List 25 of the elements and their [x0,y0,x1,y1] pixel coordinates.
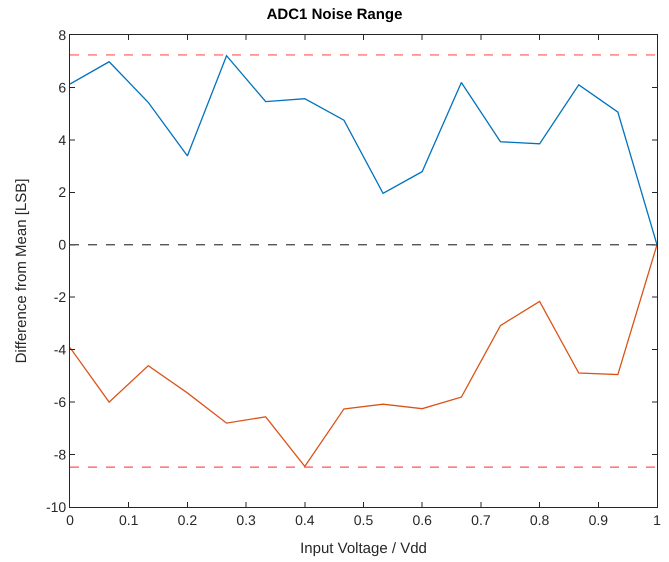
y-tick-label: 2 [58,184,66,200]
y-tick-label: -2 [54,289,66,306]
x-tick-label: 1 [653,512,662,528]
y-axis-title: Difference from Mean [LSB] [13,178,30,364]
x-tick-label: 0.8 [530,512,550,528]
y-tick-label: -8 [54,446,66,462]
y-tick-label: 6 [58,79,66,96]
x-tick-label: 0.5 [354,512,374,528]
line-series [70,55,657,246]
x-tick-label: 0.1 [118,512,139,528]
x-tick-label: 0.3 [236,512,256,528]
y-tick-label: 8 [58,26,66,43]
y-tick-label: 4 [58,132,66,148]
x-tick-label: 0.4 [295,512,315,528]
x-tick-label: 0.7 [471,512,491,528]
y-tick-label: 0 [58,236,66,253]
y-tick-label: -4 [54,342,66,358]
line-series [70,244,657,468]
y-tick-label: -10 [46,498,66,515]
x-axis-title: Input Voltage / Vdd [300,540,427,557]
x-tick-label: 0.6 [412,512,432,528]
y-tick-label: -6 [54,394,66,410]
x-tick-label: 0.9 [588,512,608,528]
chart-title: ADC1 Noise Range [266,6,402,23]
x-tick-label: 0.2 [178,512,198,528]
